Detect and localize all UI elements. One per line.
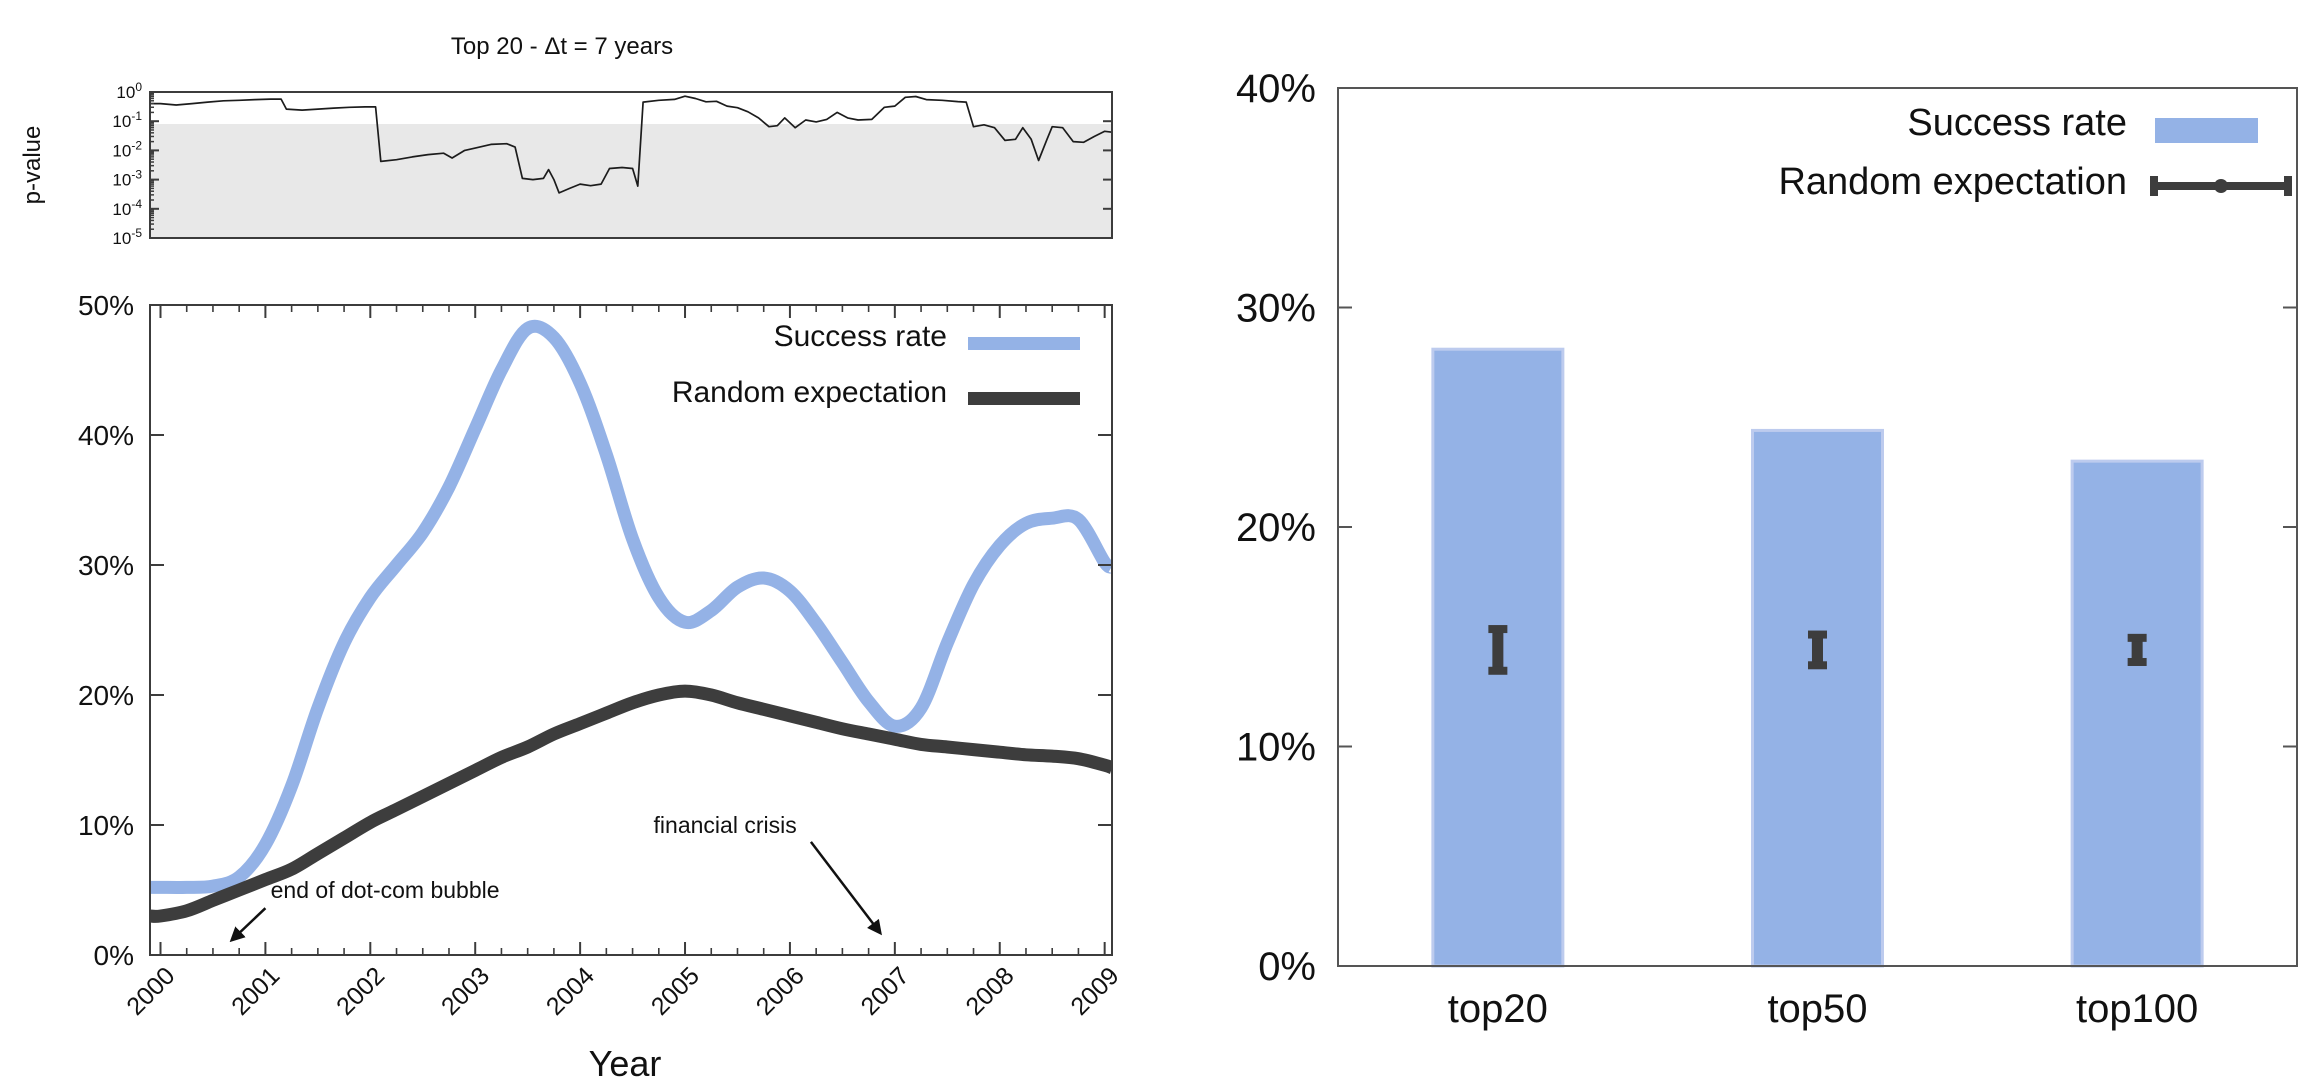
x-tick-label-2006: 2006	[751, 962, 810, 1021]
x-tick-label-2003: 2003	[436, 962, 495, 1021]
error-bar-top100	[2127, 633, 2147, 666]
x-tick-label-2001: 2001	[226, 962, 285, 1021]
success-timeseries-frame	[149, 304, 1113, 956]
y-tick-label: 0%	[1258, 945, 1316, 989]
pvalue-panel-series-group	[150, 95, 1113, 194]
error-bar-top20	[1488, 625, 1508, 675]
error-bottom-cap	[1808, 661, 1827, 670]
category-label-top20: top20	[1448, 987, 1548, 1031]
y-tick-label: 10-4	[112, 197, 142, 219]
legend-swatch-success-rate	[968, 337, 1080, 350]
annotation-arrow	[809, 841, 882, 936]
error-bottom-cap	[1488, 666, 1508, 675]
y-tick-label: 40%	[1236, 67, 1316, 111]
y-tick-label: 10-1	[112, 109, 142, 131]
y-tick-label: 10-3	[112, 168, 142, 190]
error-bar-top50	[1808, 630, 1827, 670]
success-rate-line	[149, 319, 1113, 894]
pvalue-panel-title: Top 20 - Δt = 7 years	[450, 33, 674, 60]
legend-label-random-expectation: Random expectation	[671, 376, 947, 409]
legend-label-success-rate: Success rate	[773, 320, 947, 353]
x-tick-label-2008: 2008	[960, 962, 1019, 1021]
annotation-arrow	[229, 907, 267, 943]
bar-top50	[1751, 428, 1884, 968]
error-stem	[1812, 634, 1823, 666]
error-top-cap	[1808, 630, 1827, 639]
y-tick-label: 0%	[94, 940, 134, 971]
error-stem	[1492, 629, 1504, 671]
y-tick-label: 100	[116, 80, 142, 102]
x-tick-label-2002: 2002	[331, 962, 390, 1021]
bar-top100	[2070, 459, 2204, 968]
y-tick-label: 10-5	[112, 226, 142, 248]
y-tick-label: 20%	[78, 680, 134, 711]
x-tick-label-2004: 2004	[541, 962, 600, 1021]
y-tick-label: 10%	[1236, 726, 1316, 770]
category-label-top50: top50	[1767, 987, 1867, 1031]
p-value-line	[150, 95, 1113, 194]
x-tick-label-2009: 2009	[1065, 962, 1124, 1021]
annotation-financial-crisis: financial crisis	[654, 812, 882, 936]
error-top-cap	[2127, 633, 2147, 642]
error-top-cap	[1488, 625, 1508, 634]
category-label-top100: top100	[2076, 987, 2198, 1031]
error-stem	[2131, 637, 2143, 662]
legend-swatch-random-expectation	[968, 392, 1080, 405]
topn-bars-ticks: 0% 10% 20% 30% 40%	[1236, 67, 2297, 989]
random-expectation-line	[149, 684, 1113, 923]
annotation-text: end of dot-com bubble	[271, 877, 500, 903]
year-axis-label: Year	[588, 1043, 662, 1084]
y-tick-label: 10-2	[112, 138, 142, 160]
pvalue-y-axis-label: p-value	[19, 125, 46, 205]
annotation-text: financial crisis	[654, 812, 797, 838]
x-tick-label-2005: 2005	[646, 962, 705, 1021]
success-timeseries-series-group	[149, 319, 1113, 923]
y-tick-label: 50%	[78, 290, 134, 321]
x-tick-label-2007: 2007	[856, 962, 915, 1021]
bar-legend-label-random-expectation: Random expectation	[1778, 161, 2127, 203]
y-tick-label: 30%	[1236, 287, 1316, 331]
error-bar-glyph-dot	[2214, 179, 2228, 193]
y-tick-label: 10%	[78, 810, 134, 841]
y-tick-label: 40%	[78, 420, 134, 451]
bar-legend-swatch-success-rate	[2155, 118, 2258, 143]
pvalue-panel-ticks: 100 10-1 10-2 10-3 10-4 10-5	[112, 80, 1112, 248]
significance-band	[150, 124, 1112, 238]
error-bar-legend-glyph	[2150, 176, 2292, 196]
error-bottom-cap	[2127, 657, 2147, 666]
y-tick-label: 30%	[78, 550, 134, 581]
bar-legend-label-success-rate: Success rate	[1907, 102, 2127, 144]
y-tick-label: 20%	[1236, 506, 1316, 550]
annotation-end-of-dot-com-bubble: end of dot-com bubble	[229, 877, 500, 943]
